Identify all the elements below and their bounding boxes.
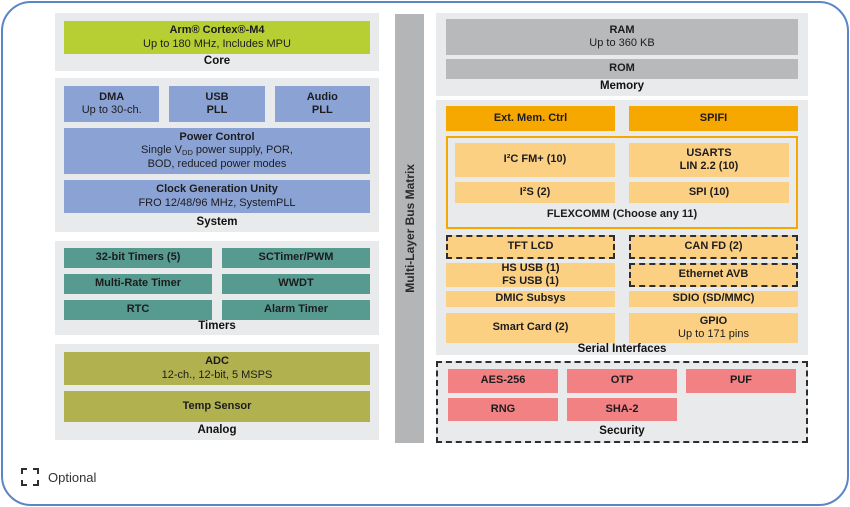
hs-usb-line: HS USB (1) (501, 261, 560, 274)
power-control-title: Power Control (179, 130, 255, 143)
usb-pll-line2: PLL (206, 104, 228, 116)
audio-pll-line1: Audio (306, 90, 338, 103)
flexcomm-group: I²C FM+ (10) USARTS LIN 2.2 (10) I²S (2)… (446, 136, 798, 229)
memory-section-label: Memory (599, 80, 645, 92)
sctimer-pwm-block: SCTimer/PWM (222, 248, 370, 268)
timers-section: 32-bit Timers (5) SCTimer/PWM Multi-Rate… (55, 241, 379, 335)
rom-block: ROM (446, 59, 798, 79)
smart-card-block: Smart Card (2) (446, 313, 615, 343)
serial-row-tft-can: TFT LCD CAN FD (2) (446, 235, 798, 259)
system-section-label: System (196, 216, 238, 228)
spi-block: SPI (10) (629, 182, 789, 203)
power-control-line2: BOD, reduced power modes (147, 157, 287, 170)
optional-legend: Optional (21, 468, 96, 486)
ram-title: RAM (609, 23, 635, 36)
audio-pll-block: Audio PLL (274, 86, 370, 122)
serial-row-dmic-sdio: DMIC Subsys SDIO (SD/MMC) (446, 291, 798, 307)
wwdt-block: WWDT (222, 274, 370, 294)
serial-interfaces-label: Serial Interfaces (577, 343, 667, 355)
usb-pll-line1: USB (205, 90, 229, 103)
power-line1-sub: DD (182, 148, 193, 158)
security-section-label: Security (599, 425, 645, 437)
serial-row-smart-gpio: Smart Card (2) GPIO Up to 171 pins (446, 313, 798, 343)
usarts-line2: LIN 2.2 (10) (679, 160, 739, 172)
serial-interfaces-section: Ext. Mem. Ctrl SPIFI I²C FM+ (10) USARTS… (436, 100, 808, 355)
flexcomm-row1: I²C FM+ (10) USARTS LIN 2.2 (10) (455, 143, 789, 177)
sdio-block: SDIO (SD/MMC) (629, 291, 798, 307)
sha2-block: SHA-2 (567, 398, 677, 421)
temp-sensor-block: Temp Sensor (64, 391, 370, 422)
power-line1-post: power supply, POR, (192, 144, 293, 157)
analog-section-label: Analog (197, 424, 237, 436)
serial-row-top: Ext. Mem. Ctrl SPIFI (446, 106, 798, 131)
system-section: DMA Up to 30-ch. USB PLL Audio PLL Power… (55, 78, 379, 232)
multi-rate-timer-block: Multi-Rate Timer (64, 274, 212, 294)
power-control-line1: Single VDD power supply, POR, (141, 144, 293, 157)
fs-usb-line: FS USB (1) (502, 275, 559, 287)
bus-matrix-bar: Multi-Layer Bus Matrix (395, 14, 424, 443)
timers-32bit-block: 32-bit Timers (5) (64, 248, 212, 268)
system-row1: DMA Up to 30-ch. USB PLL Audio PLL (64, 86, 370, 122)
power-control-block: Power Control Single VDD power supply, P… (64, 128, 370, 174)
puf-block: PUF (686, 369, 796, 393)
analog-section: ADC 12-ch., 12-bit, 5 MSPS Temp Sensor A… (55, 344, 379, 440)
optional-legend-label: Optional (48, 469, 97, 485)
ext-mem-ctrl-block: Ext. Mem. Ctrl (446, 106, 615, 131)
gpio-block: GPIO Up to 171 pins (629, 313, 798, 343)
can-fd-block: CAN FD (2) (629, 235, 798, 259)
rng-block: RNG (448, 398, 558, 421)
adc-subtitle: 12-ch., 12-bit, 5 MSPS (161, 368, 273, 381)
ram-block: RAM Up to 360 KB (446, 19, 798, 55)
usb-block: HS USB (1) FS USB (1) (446, 261, 615, 287)
tft-lcd-block: TFT LCD (446, 235, 615, 259)
aes-block: AES-256 (448, 369, 558, 393)
optional-dashed-box-icon (21, 468, 39, 486)
clock-subtitle: FRO 12/48/96 MHz, SystemPLL (138, 196, 296, 209)
cpu-block: Arm® Cortex®-M4 Up to 180 MHz, Includes … (64, 21, 370, 54)
usarts-block: USARTS LIN 2.2 (10) (629, 143, 789, 177)
clock-title: Clock Generation Unity (156, 183, 278, 196)
i2c-block: I²C FM+ (10) (455, 143, 615, 177)
dmic-subsys-block: DMIC Subsys (446, 291, 615, 307)
cpu-subtitle: Up to 180 MHz, Includes MPU (143, 37, 291, 50)
gpio-subtitle: Up to 171 pins (678, 328, 749, 340)
core-section: Arm® Cortex®-M4 Up to 180 MHz, Includes … (55, 13, 379, 71)
adc-block: ADC 12-ch., 12-bit, 5 MSPS (64, 352, 370, 385)
power-line1-pre: Single V (141, 144, 183, 157)
security-grid: AES-256 OTP PUF RNG SHA-2 (448, 369, 796, 421)
flexcomm-label: FLEXCOMM (Choose any 11) (546, 208, 698, 220)
dma-block: DMA Up to 30-ch. (64, 86, 160, 122)
security-section: AES-256 OTP PUF RNG SHA-2 Security (436, 361, 808, 443)
dma-title: DMA (99, 90, 125, 103)
rtc-block: RTC (64, 300, 212, 320)
dma-subtitle: Up to 30-ch. (81, 104, 142, 116)
core-section-label: Core (203, 55, 231, 67)
bus-matrix-label: Multi-Layer Bus Matrix (402, 164, 417, 293)
adc-title: ADC (205, 355, 229, 368)
cpu-title: Arm® Cortex®-M4 (169, 24, 265, 37)
otp-block: OTP (567, 369, 677, 393)
ethernet-avb-block: Ethernet AVB (629, 263, 798, 287)
flexcomm-row2: I²S (2) SPI (10) (455, 182, 789, 203)
gpio-title: GPIO (699, 314, 728, 327)
audio-pll-line2: PLL (311, 104, 333, 116)
usarts-line1: USARTS (686, 146, 732, 159)
i2s-block: I²S (2) (455, 182, 615, 203)
spifi-block: SPIFI (629, 106, 798, 131)
timers-grid: 32-bit Timers (5) SCTimer/PWM Multi-Rate… (64, 248, 370, 320)
timers-section-label: Timers (198, 320, 236, 332)
memory-section: RAM Up to 360 KB ROM Memory (436, 13, 808, 96)
clock-generation-block: Clock Generation Unity FRO 12/48/96 MHz,… (64, 180, 370, 213)
usb-pll-block: USB PLL (169, 86, 265, 122)
serial-row-usb-eth: HS USB (1) FS USB (1) Ethernet AVB (446, 261, 798, 287)
alarm-timer-block: Alarm Timer (222, 300, 370, 320)
ram-subtitle: Up to 360 KB (589, 37, 655, 49)
